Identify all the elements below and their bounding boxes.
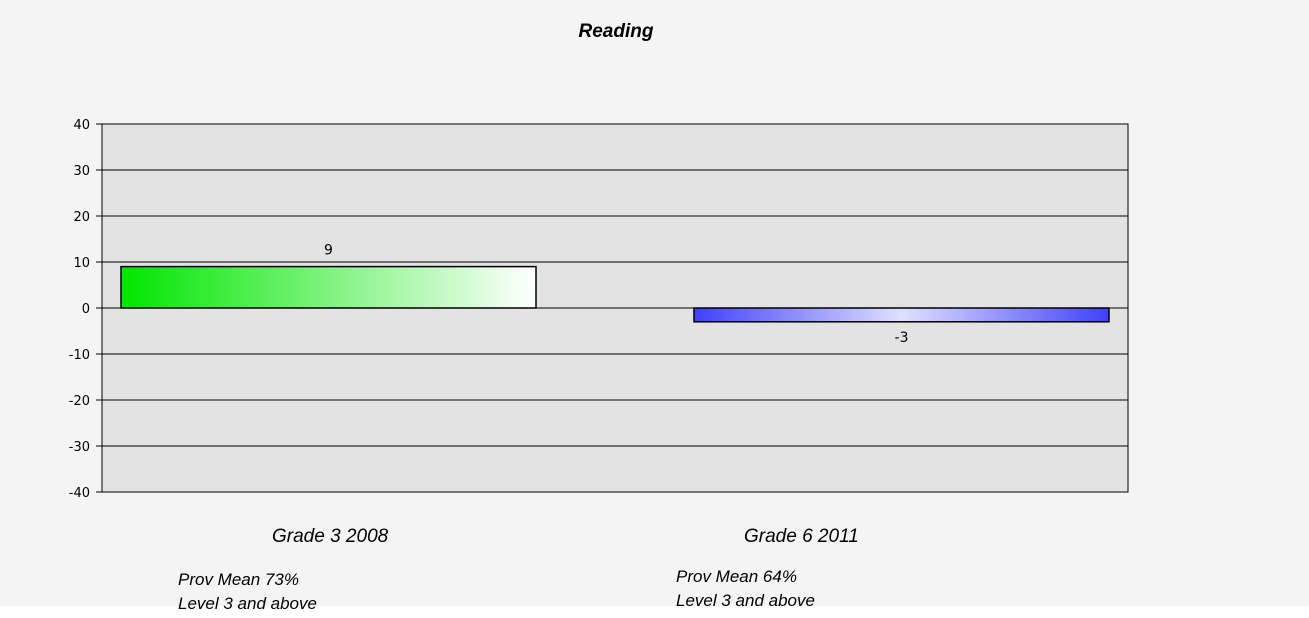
note-line: Prov Mean 73% xyxy=(178,570,299,589)
y-axis: 40 30 20 10 0 -10 -20 -30 -40 xyxy=(69,118,102,501)
y-tick-label: 10 xyxy=(73,256,90,271)
data-label: -3 xyxy=(895,330,909,346)
y-tick-label: -30 xyxy=(69,440,90,455)
y-tick-label: -10 xyxy=(69,348,90,363)
data-label: 9 xyxy=(324,243,333,259)
bars xyxy=(120,265,1110,323)
y-tick-label: 40 xyxy=(73,118,90,133)
chart-title: Reading xyxy=(578,21,654,42)
note-line: Prov Mean 64% xyxy=(676,567,797,586)
data-labels: 9 -3 xyxy=(324,243,908,346)
y-tick-label: -20 xyxy=(69,394,90,409)
bar xyxy=(120,265,537,309)
note-grade6: Prov Mean 64% Level 3 and above xyxy=(676,565,815,613)
note-grade3: Prov Mean 73% Level 3 and above xyxy=(178,568,317,616)
y-tick-label: 20 xyxy=(73,210,90,225)
bar xyxy=(693,307,1110,323)
note-line: Level 3 and above xyxy=(676,591,815,610)
y-tick-label: -40 xyxy=(69,486,90,501)
category-label: Grade 3 2008 xyxy=(272,526,389,547)
y-tick-label: 0 xyxy=(82,302,90,317)
note-line: Level 3 and above xyxy=(178,594,317,613)
category-label: Grade 6 2011 xyxy=(744,526,859,547)
y-tick-label: 30 xyxy=(73,164,90,179)
